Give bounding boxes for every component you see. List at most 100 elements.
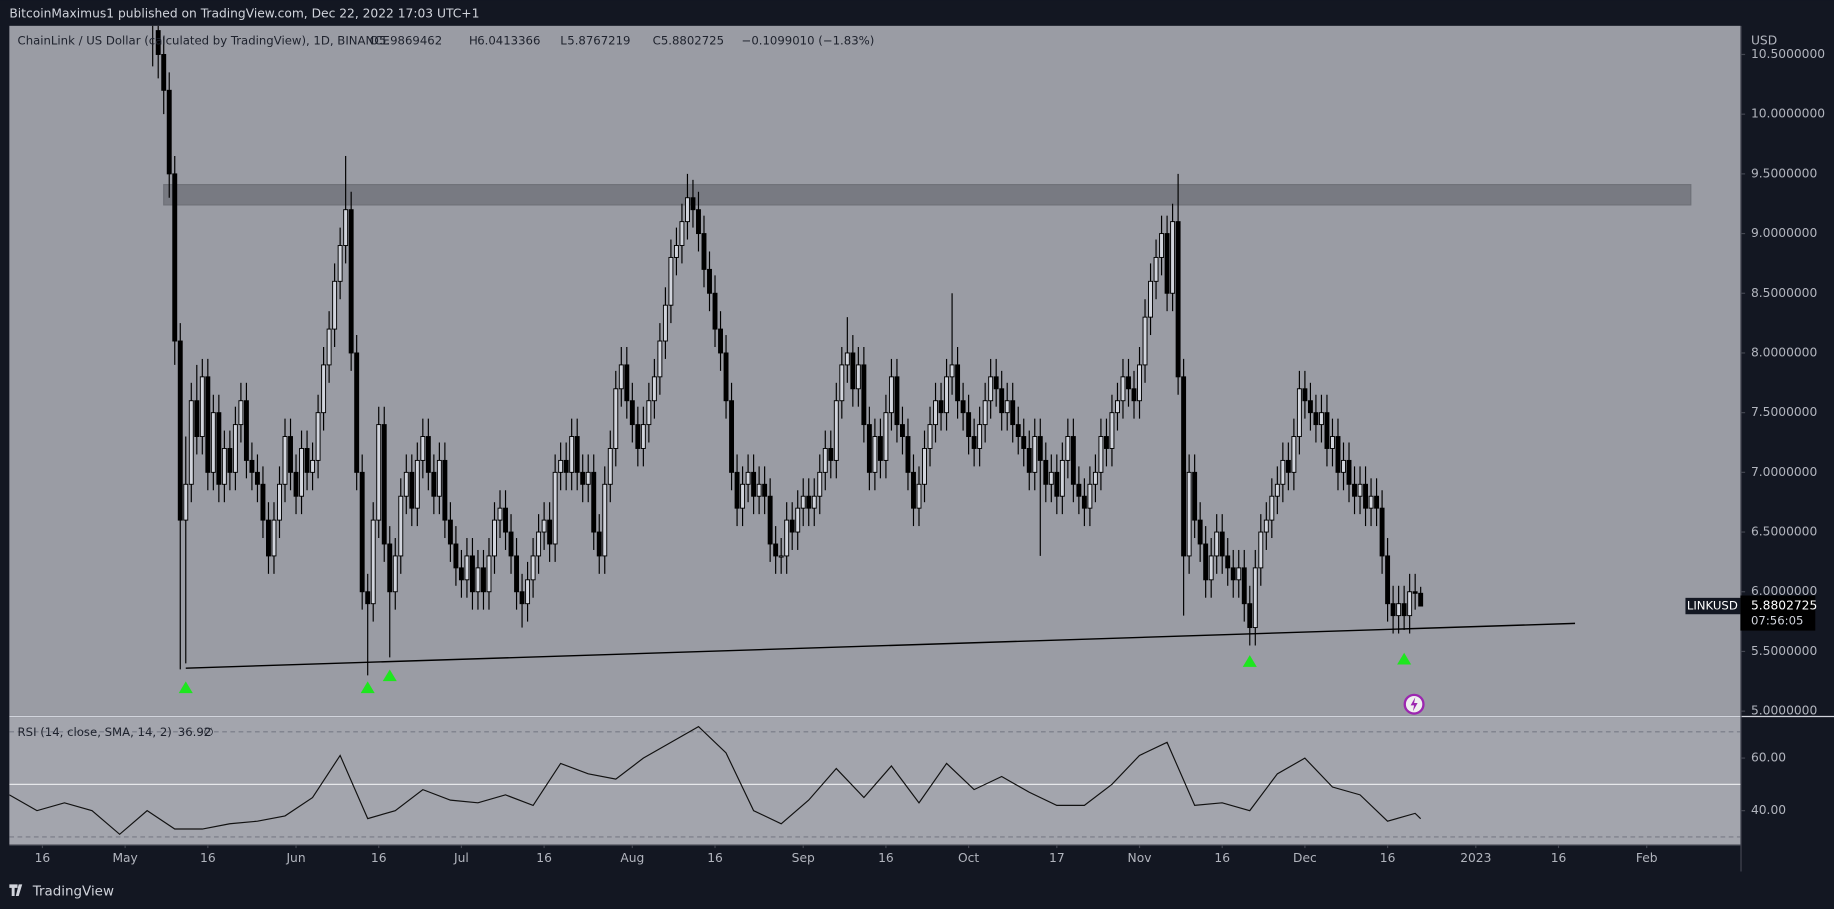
candle-body [833, 400, 839, 461]
candle-body [525, 579, 531, 605]
candle-body [751, 471, 757, 497]
legend-label: C [653, 34, 661, 48]
candle-body [1352, 483, 1357, 497]
candle-body [1203, 543, 1209, 581]
candle-body [1115, 400, 1120, 414]
candle-body [569, 436, 575, 473]
x-tick-label: Aug [620, 851, 644, 865]
candle-body [1252, 567, 1258, 629]
candle-body [1396, 603, 1402, 617]
price-pane [9, 25, 1741, 716]
trendline [185, 622, 1576, 669]
x-tick-label: 16 [878, 851, 894, 865]
candle-body [922, 448, 927, 485]
candle-body [282, 436, 288, 485]
y-tick-label: 7.5000000 [1751, 405, 1817, 419]
candle-body [866, 424, 872, 473]
candle-body [1021, 436, 1027, 449]
candle-body [1390, 603, 1396, 617]
x-tick-label: 16 [371, 851, 387, 865]
candle-body [293, 471, 299, 497]
candle-body [508, 531, 514, 557]
candle-body [1379, 507, 1385, 557]
candle-body [696, 209, 701, 235]
candle-body [872, 436, 878, 473]
candle-body [657, 340, 663, 378]
x-tick-label: Nov [1128, 851, 1152, 865]
candle-body [238, 400, 244, 426]
candle-body [1081, 495, 1087, 509]
candle-body [1296, 388, 1302, 438]
candle-body [1307, 400, 1313, 414]
candle-body [673, 245, 679, 258]
candle-body [1015, 424, 1021, 438]
candle-body [729, 400, 735, 473]
candle-body [585, 471, 591, 485]
x-tick-label: 16 [536, 851, 552, 865]
candle-body [1412, 591, 1418, 594]
x-tick-label: Oct [958, 851, 979, 865]
candle-body [442, 459, 448, 521]
candle-body [315, 412, 321, 461]
candle-body [392, 555, 398, 593]
candle-body [789, 519, 795, 533]
candle-body [684, 197, 690, 223]
candle-body [552, 471, 558, 545]
y-tick-label: 10.0000000 [1751, 107, 1825, 121]
y-tick-label: 6.0000000 [1751, 584, 1817, 598]
candle-body [492, 519, 497, 557]
candle-body [1103, 436, 1109, 449]
candle-body [1186, 471, 1192, 557]
candle-body [541, 519, 547, 533]
candle-body [1401, 603, 1407, 617]
candle-body [745, 471, 751, 485]
x-tick-label: Jul [453, 851, 469, 865]
candle-body [381, 424, 387, 545]
candle-body [894, 376, 900, 426]
candle-body [1418, 592, 1424, 607]
candle-body [1087, 483, 1093, 509]
candle-body [326, 328, 332, 366]
candle-body [1214, 531, 1220, 557]
alert-icon[interactable] [1403, 693, 1425, 715]
candle-body [811, 495, 817, 509]
candle-body [221, 448, 227, 485]
rsi-pane [9, 717, 1741, 845]
candle-body [911, 471, 916, 509]
candle-body [955, 364, 961, 402]
candle-body [707, 268, 712, 294]
marker [1242, 655, 1257, 667]
candle-body [822, 448, 828, 473]
y-tick-label: 7.0000000 [1751, 465, 1817, 479]
candle-body [1054, 471, 1060, 497]
candle-body [1059, 459, 1065, 497]
candle-body [1357, 483, 1363, 497]
candle-body [216, 412, 222, 485]
candle-body [900, 424, 905, 438]
candle-body [1164, 233, 1170, 294]
candle-body [563, 459, 569, 473]
candle-body [668, 256, 674, 306]
candle-body [288, 436, 293, 473]
candle-body [530, 555, 536, 581]
x-tick-label: 2023 [1460, 851, 1491, 865]
candle-body [839, 364, 845, 402]
candle-body [310, 459, 316, 473]
candle-body [1385, 555, 1391, 605]
legend-label: L [560, 34, 567, 48]
candle-body [1159, 233, 1165, 258]
price-tag-symbol: LINKUSD [1687, 599, 1738, 613]
candle-body [1225, 555, 1231, 569]
candle-body [1374, 495, 1380, 509]
x-tick-label: 16 [35, 851, 51, 865]
candle-body [877, 436, 883, 461]
candle-body [1269, 495, 1275, 521]
candle-body [1192, 471, 1198, 521]
candle-body [348, 209, 354, 354]
y-tick-label: 60.00 [1751, 751, 1786, 765]
candle-body [359, 471, 365, 593]
candle-body [1142, 316, 1148, 366]
legend-change: −0.1099010 (−1.83%) [742, 34, 875, 48]
rsi-null: ∅ [204, 725, 214, 739]
